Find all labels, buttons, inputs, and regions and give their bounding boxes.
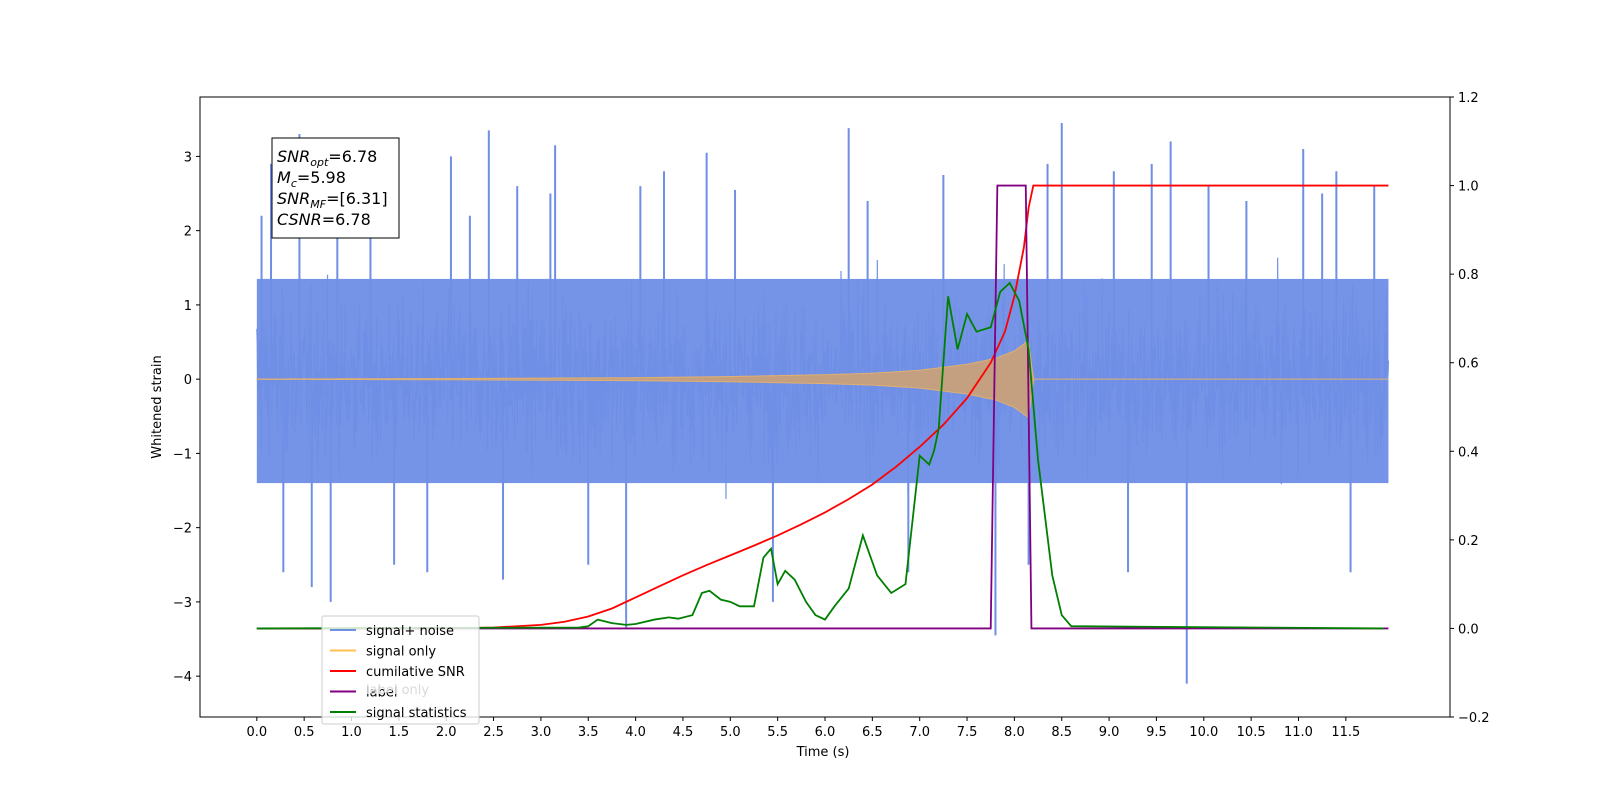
x-tick-label: 1.0 bbox=[341, 725, 362, 740]
x-tick-label: 8.0 bbox=[1004, 725, 1025, 740]
x-tick-label: 2.0 bbox=[436, 725, 457, 740]
x-tick-label: 9.0 bbox=[1099, 725, 1120, 740]
x-tick-label: 8.5 bbox=[1051, 725, 1072, 740]
x-axis: 0.0 0.5 1.0 1.5 2.0 2.5 3.0 3.5 4.0 4.5 5.0 5.5 6.0 6… bbox=[246, 717, 1360, 740]
y-right-tick-label: 0.0 bbox=[1458, 622, 1479, 637]
x-tick-label: 0.5 bbox=[294, 725, 315, 740]
series-label bbox=[256, 184, 1389, 630]
y-tick-label: 1 bbox=[184, 299, 192, 314]
y-right-tick-label: 0.2 bbox=[1458, 534, 1479, 549]
signal-chirp bbox=[256, 339, 1389, 419]
y-tick-label: 2 bbox=[184, 225, 192, 240]
y-axis-left: 3 2 1 0 −1 −2 −3 −4 bbox=[173, 150, 200, 685]
legend-label: signal statistics bbox=[366, 706, 467, 721]
x-tick-label: 4.5 bbox=[673, 725, 694, 740]
snr-line bbox=[256, 184, 1389, 630]
y-right-tick-label: 1.0 bbox=[1458, 180, 1479, 195]
x-tick-label: 6.5 bbox=[862, 725, 883, 740]
y-tick-label: 0 bbox=[184, 373, 192, 388]
info-line: Mc=5.98 bbox=[277, 168, 346, 190]
y-right-tick-label: 0.4 bbox=[1458, 445, 1479, 460]
label-line bbox=[256, 184, 1389, 630]
x-axis-label: Time (s) bbox=[796, 745, 850, 760]
series-cumulative-snr bbox=[256, 184, 1389, 630]
x-tick-label: 3.5 bbox=[578, 725, 599, 740]
x-tick-label: 7.5 bbox=[957, 725, 978, 740]
x-tick-label: 5.5 bbox=[767, 725, 788, 740]
x-tick-label: 11.0 bbox=[1284, 725, 1313, 740]
legend-frame bbox=[321, 615, 480, 725]
y-axis-right: 1.2 1.0 0.8 0.6 0.4 0.2 0.0 −0.2 bbox=[1450, 91, 1490, 726]
y-tick-label: −3 bbox=[173, 596, 192, 611]
x-tick-label: 7.0 bbox=[909, 725, 930, 740]
plot-area bbox=[256, 122, 1390, 684]
y-right-tick-label: 0.6 bbox=[1458, 357, 1479, 372]
x-tick-label: 4.0 bbox=[625, 725, 646, 740]
x-tick-label: 0.0 bbox=[246, 725, 267, 740]
x-tick-label: 5.0 bbox=[720, 725, 741, 740]
x-tick-label: 9.5 bbox=[1146, 725, 1167, 740]
y-tick-label: −4 bbox=[173, 670, 192, 685]
legend: signal+ noise signal only cumilative SNR la… bbox=[321, 615, 480, 725]
y-axis-label: Whitened strain bbox=[150, 355, 165, 458]
info-box-frame bbox=[271, 137, 400, 239]
info-line: SNRMF=[6.31] bbox=[277, 189, 388, 211]
legend-entries: signal+ noise signal only cumilative SNR la… bbox=[330, 624, 467, 721]
y-tick-label: −1 bbox=[173, 447, 192, 462]
x-tick-label: 1.5 bbox=[389, 725, 410, 740]
x-tick-label: 6.0 bbox=[815, 725, 836, 740]
legend-label: signal only bbox=[366, 645, 436, 660]
y-tick-label: 3 bbox=[184, 150, 192, 165]
x-tick-label: 11.5 bbox=[1331, 725, 1360, 740]
legend-label: cumilative SNR bbox=[366, 665, 465, 680]
y-right-tick-label: 1.2 bbox=[1458, 91, 1479, 106]
x-tick-label: 10.0 bbox=[1189, 725, 1218, 740]
y-right-tick-label: −0.2 bbox=[1458, 711, 1490, 726]
y-tick-label: −2 bbox=[173, 522, 192, 537]
legend-label: signal+ noise bbox=[366, 624, 454, 639]
x-tick-label: 3.0 bbox=[531, 725, 552, 740]
info-line: CSNR=6.78 bbox=[277, 210, 371, 229]
series-signal-noise bbox=[256, 122, 1390, 684]
y-right-tick-label: 0.8 bbox=[1458, 268, 1479, 283]
series-signal-statistics bbox=[256, 281, 1384, 630]
legend-hidden-text: label only bbox=[366, 683, 429, 698]
stats-line bbox=[256, 281, 1384, 630]
x-tick-label: 2.5 bbox=[483, 725, 504, 740]
series-signal-only bbox=[256, 339, 1389, 419]
x-tick-label: 10.5 bbox=[1237, 725, 1266, 740]
info-line: SNRopt=6.78 bbox=[277, 147, 377, 169]
legend-label: label bbox=[366, 686, 397, 701]
